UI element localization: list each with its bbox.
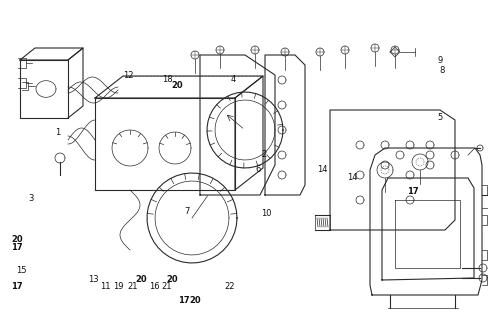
- Text: 14: 14: [317, 165, 327, 174]
- Text: 17: 17: [11, 282, 23, 291]
- Text: 11: 11: [100, 282, 110, 291]
- Text: 9: 9: [437, 56, 442, 65]
- Text: 14: 14: [346, 173, 357, 182]
- Text: 17: 17: [407, 187, 418, 196]
- Text: 20: 20: [166, 275, 178, 284]
- Text: 18: 18: [162, 75, 172, 84]
- Text: 19: 19: [113, 282, 123, 291]
- Text: 20: 20: [189, 296, 201, 305]
- Text: 7: 7: [184, 207, 189, 216]
- Text: 21: 21: [161, 282, 171, 291]
- Text: 12: 12: [122, 71, 133, 80]
- Text: 1: 1: [55, 128, 60, 137]
- Text: 4: 4: [231, 75, 236, 84]
- Text: 15: 15: [16, 266, 26, 275]
- Text: 2: 2: [261, 150, 266, 159]
- Text: 3: 3: [28, 194, 33, 203]
- Text: 6: 6: [255, 165, 260, 174]
- Text: 20: 20: [135, 275, 146, 284]
- Text: 8: 8: [439, 66, 444, 75]
- Text: 10: 10: [261, 209, 271, 218]
- Text: 21: 21: [127, 282, 138, 291]
- Text: 20: 20: [171, 81, 183, 90]
- Text: 17: 17: [11, 244, 23, 252]
- Text: 20: 20: [11, 235, 23, 244]
- Text: 5: 5: [437, 113, 442, 122]
- Text: 17: 17: [177, 296, 189, 305]
- Text: 13: 13: [88, 275, 99, 284]
- Text: 16: 16: [148, 282, 159, 291]
- Text: 22: 22: [224, 282, 235, 291]
